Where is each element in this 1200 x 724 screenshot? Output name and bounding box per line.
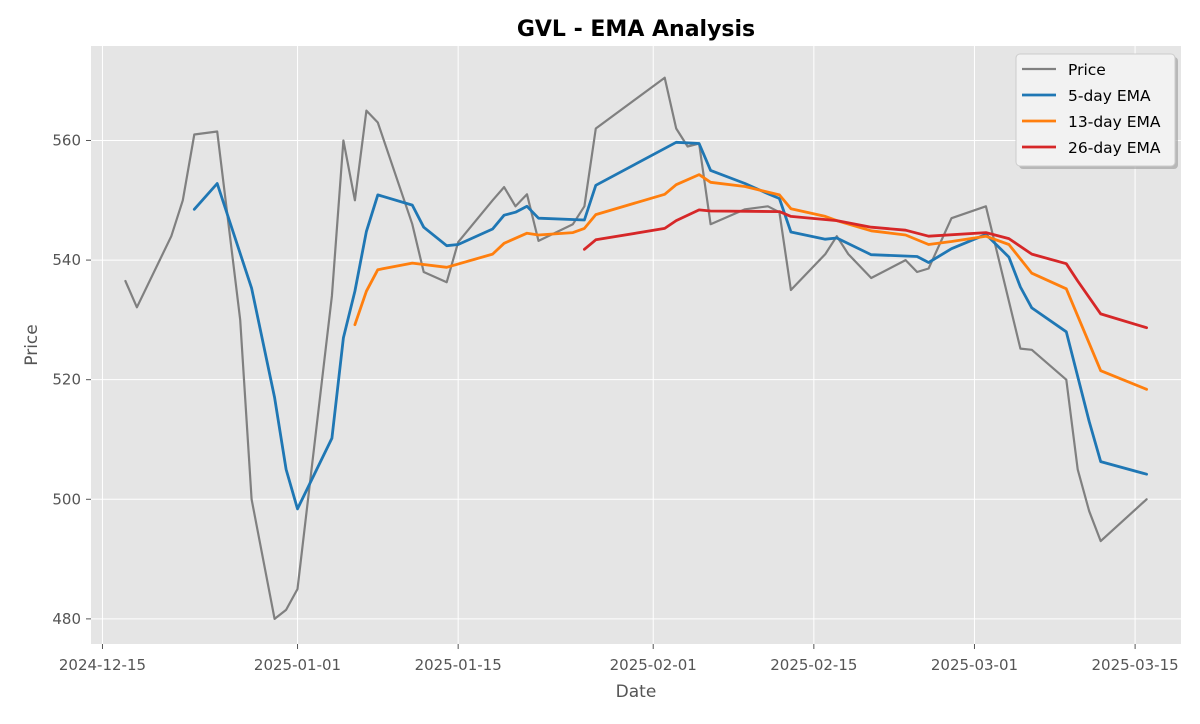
y-tick-label: 540: [52, 251, 81, 269]
legend-box: [1015, 53, 1176, 167]
x-tick-label: 2025-01-01: [254, 656, 341, 674]
legend-label: 26-day EMA: [1068, 139, 1161, 157]
series-line-5-day-ema: [192, 140, 1148, 511]
y-tick-label: 500: [52, 490, 81, 508]
legend-label: Price: [1068, 61, 1106, 79]
series-line-26-day-ema: [583, 208, 1148, 330]
x-tick-label: 2025-03-01: [931, 656, 1018, 674]
x-tick-label: 2024-12-15: [59, 656, 146, 674]
legend-label: 5-day EMA: [1068, 87, 1151, 105]
y-tick-label: 480: [52, 610, 81, 628]
x-tick-label: 2025-02-15: [770, 656, 857, 674]
axes: 2024-12-15 2025-01-01 2025-01-15 2025-02-01…: [52, 131, 1178, 674]
x-tick-label: 2025-02-01: [610, 656, 697, 674]
series-line-price: [124, 76, 1148, 621]
y-axis-label: Price: [22, 324, 42, 365]
x-tick-label: 2025-01-15: [415, 656, 502, 674]
x-tick-label: 2025-03-15: [1092, 656, 1179, 674]
chart-title: GVL - EMA Analysis: [517, 17, 755, 42]
legend-label: 13-day EMA: [1068, 113, 1161, 131]
series-lines: [124, 76, 1148, 621]
series-line-13-day-ema: [353, 173, 1148, 391]
legend: Price 5-day EMA 13-day EMA 26-day EMA: [1015, 53, 1178, 169]
y-tick-label: 520: [52, 371, 81, 389]
y-tick-label: 560: [52, 131, 81, 149]
plot-area: [91, 46, 1181, 644]
x-axis-label: Date: [616, 682, 657, 702]
